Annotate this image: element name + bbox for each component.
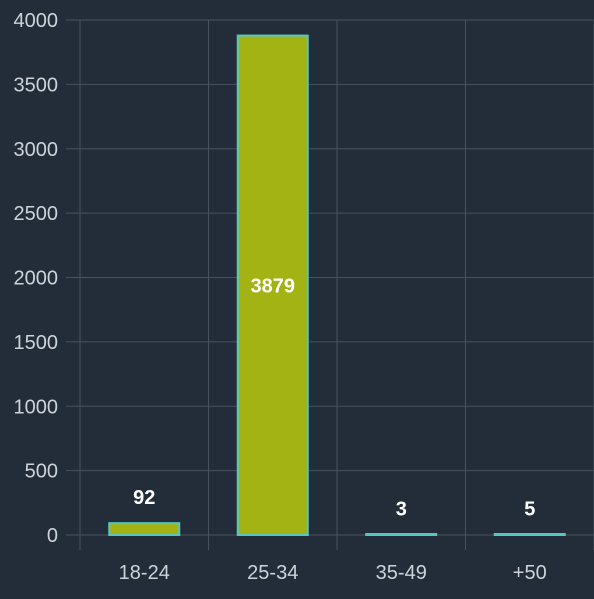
bars-layer (108, 34, 566, 537)
x-tick-label: +50 (513, 562, 547, 584)
x-tick-label: 25-34 (247, 562, 298, 584)
data-label: 92 (133, 487, 155, 509)
bar-18-24 (108, 522, 181, 537)
y-tick-label: 1000 (14, 396, 59, 418)
data-label: 3879 (251, 275, 296, 297)
data-label: 5 (524, 498, 535, 520)
x-tick-label: 18-24 (119, 562, 170, 584)
y-tick-label: 4000 (14, 10, 59, 32)
y-tick-label: 500 (25, 461, 58, 483)
x-axis: 18-24 25-34 35-49 +50 (119, 562, 547, 584)
y-tick-label: 2000 (14, 268, 59, 290)
grid-layer (66, 19, 594, 550)
y-tick-label: 0 (47, 525, 58, 547)
y-tick-label: 3000 (14, 139, 59, 161)
y-tick-label: 3500 (14, 74, 59, 96)
data-label: 3 (396, 499, 407, 521)
bar-+50 (493, 533, 566, 536)
x-tick-label: 35-49 (376, 562, 427, 584)
y-tick-label: 1500 (14, 332, 59, 354)
bar-25-34 (236, 34, 309, 537)
y-axis: 0 500 1000 1500 2000 2500 3000 3500 4000 (14, 10, 59, 547)
data-labels-layer: 92 3879 3 5 (133, 275, 535, 520)
y-tick-label: 2500 (14, 203, 59, 225)
bar-35-49 (365, 533, 438, 536)
